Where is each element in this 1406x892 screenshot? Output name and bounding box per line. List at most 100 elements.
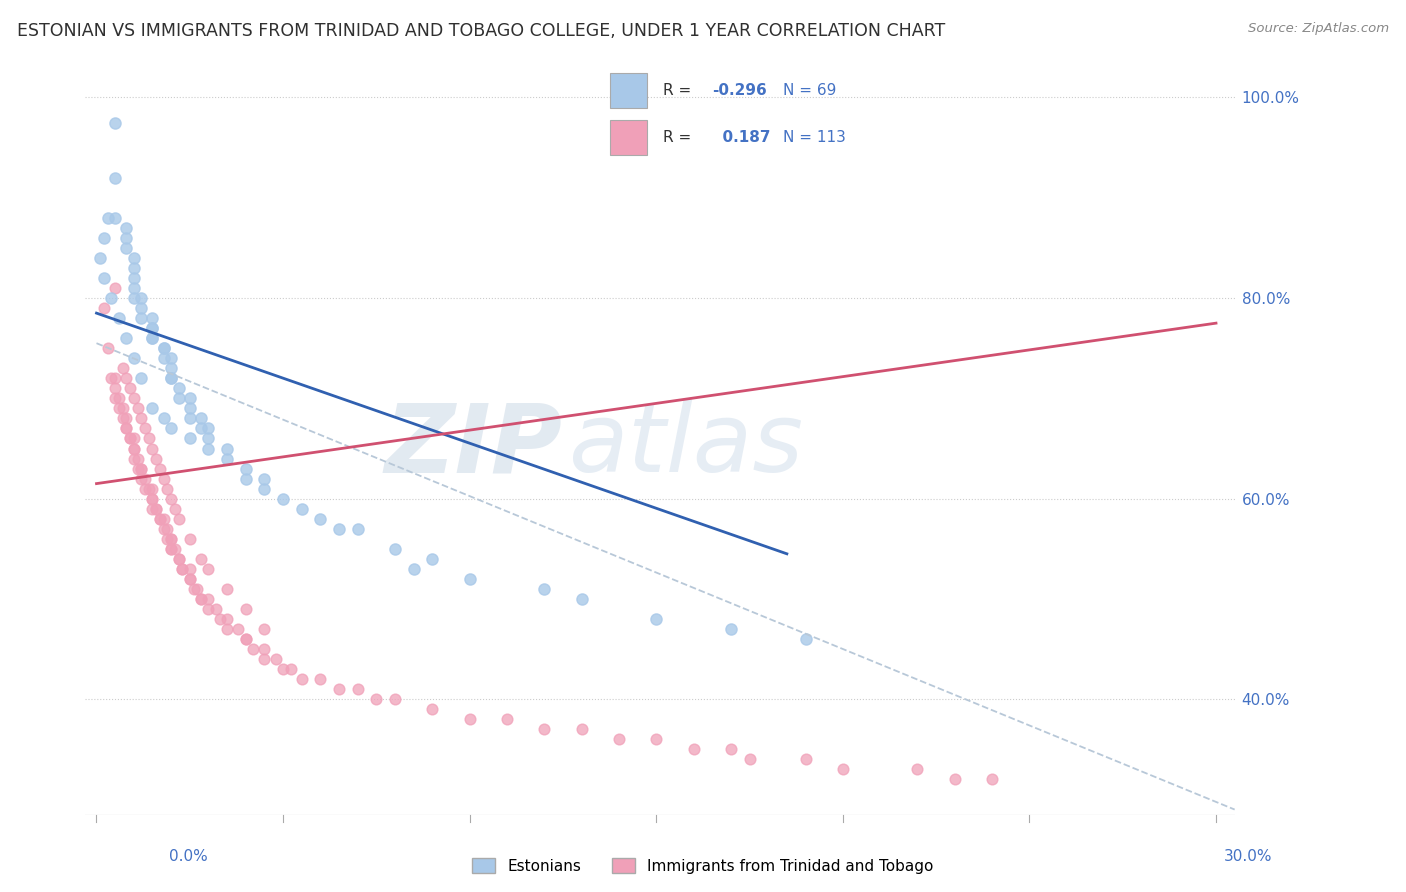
Text: N = 113: N = 113 (783, 130, 846, 145)
Text: N = 69: N = 69 (783, 83, 837, 97)
Text: R =: R = (662, 83, 696, 97)
Point (167, 551, 190, 566)
Point (280, 662, 302, 676)
Point (217, 582, 239, 596)
Point (93, 271, 115, 285)
Point (127, 451, 149, 466)
Point (122, 392, 145, 406)
Point (253, 622, 276, 636)
Point (120, 432, 142, 446)
Point (108, 401, 131, 416)
Point (907, 763, 929, 777)
Point (179, 392, 201, 406)
Point (93, 301, 115, 315)
Point (190, 591, 212, 606)
Point (533, 582, 555, 596)
Point (104, 170, 127, 185)
Point (179, 432, 201, 446)
Point (197, 442, 219, 456)
Point (264, 652, 287, 666)
Point (235, 632, 257, 646)
Point (141, 491, 163, 506)
Point (167, 512, 190, 526)
Point (111, 411, 134, 425)
Point (179, 562, 201, 576)
Point (89, 251, 111, 265)
Point (149, 512, 172, 526)
Point (160, 371, 183, 385)
Point (167, 381, 190, 395)
Point (127, 401, 149, 416)
Point (138, 482, 160, 496)
Text: 0.0%: 0.0% (169, 849, 208, 864)
Point (120, 432, 142, 446)
Point (235, 602, 257, 616)
Point (217, 451, 239, 466)
Point (291, 501, 314, 516)
Point (160, 491, 183, 506)
Point (129, 291, 152, 305)
Legend: Estonians, Immigrants from Trinidad and Tobago: Estonians, Immigrants from Trinidad and … (467, 852, 939, 880)
Point (458, 572, 481, 586)
Point (160, 351, 183, 366)
Point (384, 692, 406, 706)
Bar (610, 73, 647, 108)
Point (226, 622, 249, 636)
Point (309, 672, 332, 686)
Point (794, 752, 817, 766)
Point (122, 442, 145, 456)
Point (533, 723, 555, 737)
Point (97, 211, 120, 225)
Point (104, 281, 127, 295)
Point (129, 411, 152, 425)
Point (179, 532, 201, 546)
Point (160, 371, 183, 385)
Point (197, 591, 219, 606)
Point (346, 522, 368, 536)
Point (122, 442, 145, 456)
Point (129, 472, 152, 486)
Point (163, 501, 186, 516)
Point (328, 522, 350, 536)
Point (149, 512, 172, 526)
Point (160, 541, 183, 556)
Point (141, 482, 163, 496)
Point (402, 562, 425, 576)
Point (190, 411, 212, 425)
Point (141, 321, 163, 335)
Point (160, 421, 183, 435)
Point (108, 311, 131, 326)
Point (366, 692, 388, 706)
Bar (610, 120, 647, 155)
Point (496, 712, 519, 726)
Text: R =: R = (662, 130, 696, 145)
Point (167, 551, 190, 566)
Point (93, 231, 115, 245)
Point (197, 602, 219, 616)
Point (794, 632, 817, 646)
Point (197, 432, 219, 446)
Point (115, 231, 138, 245)
Point (129, 311, 152, 326)
Point (156, 522, 179, 536)
Point (190, 551, 212, 566)
Point (115, 371, 138, 385)
Point (115, 421, 138, 435)
Point (253, 482, 276, 496)
Point (208, 612, 231, 626)
Point (190, 421, 212, 435)
Point (309, 512, 332, 526)
Point (645, 732, 668, 747)
Point (235, 472, 257, 486)
Point (104, 381, 127, 395)
Point (160, 361, 183, 376)
Point (141, 501, 163, 516)
Point (160, 532, 183, 546)
Point (167, 392, 190, 406)
Point (346, 682, 368, 697)
Point (271, 491, 294, 506)
Point (122, 260, 145, 275)
Point (122, 451, 145, 466)
Point (645, 612, 668, 626)
Point (981, 772, 1004, 787)
